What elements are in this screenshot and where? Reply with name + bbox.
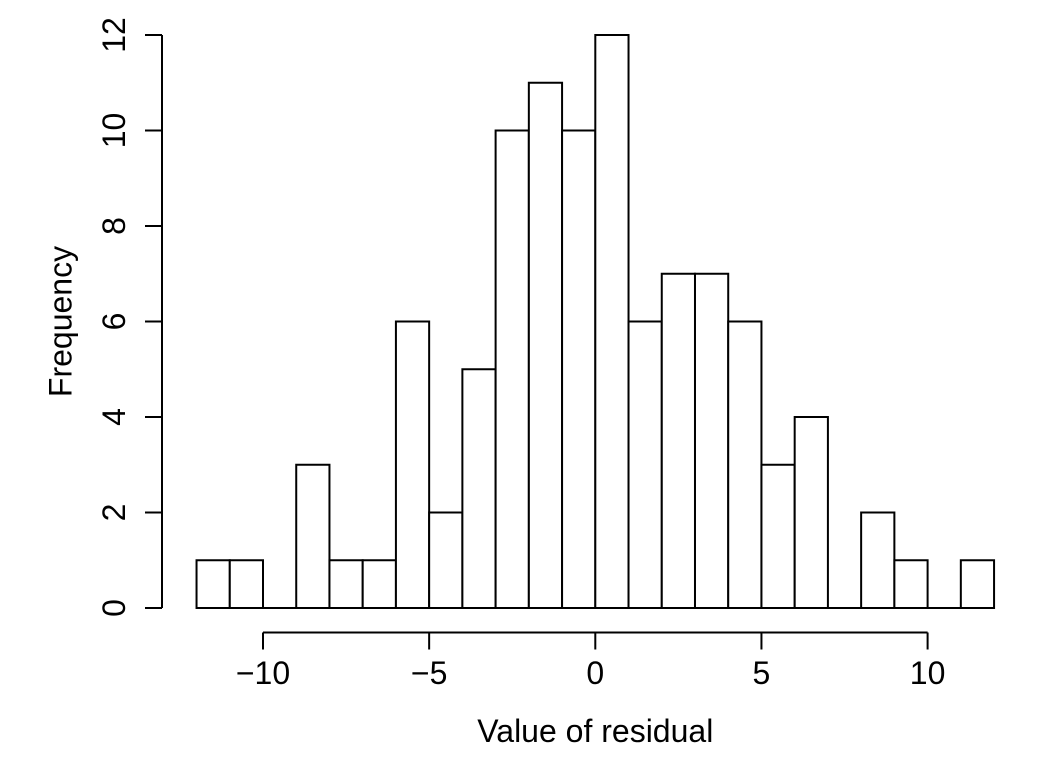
histogram-bar — [727, 320, 763, 609]
x-axis-title: Value of residual — [477, 713, 713, 749]
histogram-bar — [793, 416, 829, 609]
y-axis-tick-label: 4 — [96, 408, 132, 426]
histogram-bar — [693, 272, 730, 609]
histogram-bar — [893, 559, 929, 609]
histogram-bar — [760, 463, 796, 609]
bars-group — [195, 34, 996, 609]
x-axis-tick-label: −5 — [411, 655, 447, 691]
y-axis-tick-label: 0 — [96, 599, 132, 617]
histogram-bar — [428, 511, 464, 609]
x-axis-tick-label: 0 — [586, 655, 604, 691]
histogram-bar — [594, 34, 630, 609]
histogram-bar — [361, 559, 397, 609]
histogram-bar — [295, 463, 331, 609]
x-axis-tick-label: 10 — [910, 655, 946, 691]
histogram-bar — [394, 320, 431, 609]
histogram-bar — [627, 320, 663, 609]
histogram-bar — [228, 559, 265, 609]
histogram-bar — [494, 129, 530, 609]
histogram-bar — [195, 559, 231, 609]
histogram-bar — [660, 272, 696, 609]
y-axis-tick-label: 6 — [96, 313, 132, 331]
histogram-bar — [959, 559, 996, 609]
axes-group: 0 2 4 6 8 10 12 −10 −5 0 5 10 — [96, 17, 945, 691]
histogram-bar — [461, 368, 497, 609]
histogram-bar — [328, 559, 364, 609]
histogram-bar — [527, 81, 564, 609]
y-axis-title: Frequency — [43, 246, 79, 397]
y-axis-tick-label: 2 — [96, 504, 132, 522]
y-axis-tick-label: 10 — [96, 113, 132, 149]
x-axis-tick-label: −10 — [236, 655, 290, 691]
y-axis-tick-label: 8 — [96, 217, 132, 235]
x-axis-tick-label: 5 — [753, 655, 771, 691]
histogram-bar — [860, 511, 896, 609]
histogram-bar — [561, 129, 597, 609]
y-axis-tick-label: 12 — [96, 17, 132, 53]
